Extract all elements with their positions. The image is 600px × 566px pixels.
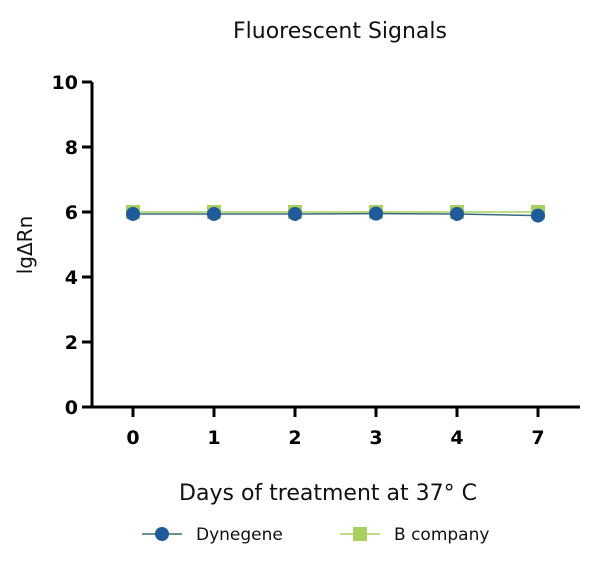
data-point-circle bbox=[207, 206, 221, 221]
legend: Dynegene B company bbox=[142, 525, 489, 545]
data-point-circle bbox=[288, 206, 302, 221]
y-tick-label: 6 bbox=[65, 202, 78, 224]
data-point-circle bbox=[450, 206, 464, 221]
legend-label: B company bbox=[394, 525, 489, 545]
data-point-circle bbox=[126, 206, 140, 221]
legend-label: Dynegene bbox=[196, 525, 283, 545]
data-point-circle bbox=[369, 206, 383, 221]
y-tick-label: 0 bbox=[65, 397, 78, 419]
series-line-dynegene bbox=[133, 212, 539, 217]
x-tick-label: 4 bbox=[450, 427, 463, 449]
x-axis-label: Days of treatment at 37° C bbox=[179, 481, 477, 506]
y-tick-label: 10 bbox=[52, 72, 78, 94]
x-tick-label: 3 bbox=[369, 427, 382, 449]
x-tick-label: 7 bbox=[531, 427, 544, 449]
y-tick-label: 2 bbox=[65, 332, 78, 354]
y-axis-label: lgΔRn bbox=[13, 216, 37, 275]
chart-title: Fluorescent Signals bbox=[233, 19, 447, 44]
x-tick-label: 1 bbox=[207, 427, 220, 449]
x-tick-label: 0 bbox=[126, 427, 139, 449]
legend-circle-marker bbox=[155, 527, 169, 541]
data-point-circle bbox=[531, 208, 545, 223]
y-tick-label: 8 bbox=[65, 137, 78, 159]
x-tick-label: 2 bbox=[288, 427, 301, 449]
legend-square-marker bbox=[353, 527, 367, 541]
y-tick-label: 4 bbox=[65, 267, 78, 289]
